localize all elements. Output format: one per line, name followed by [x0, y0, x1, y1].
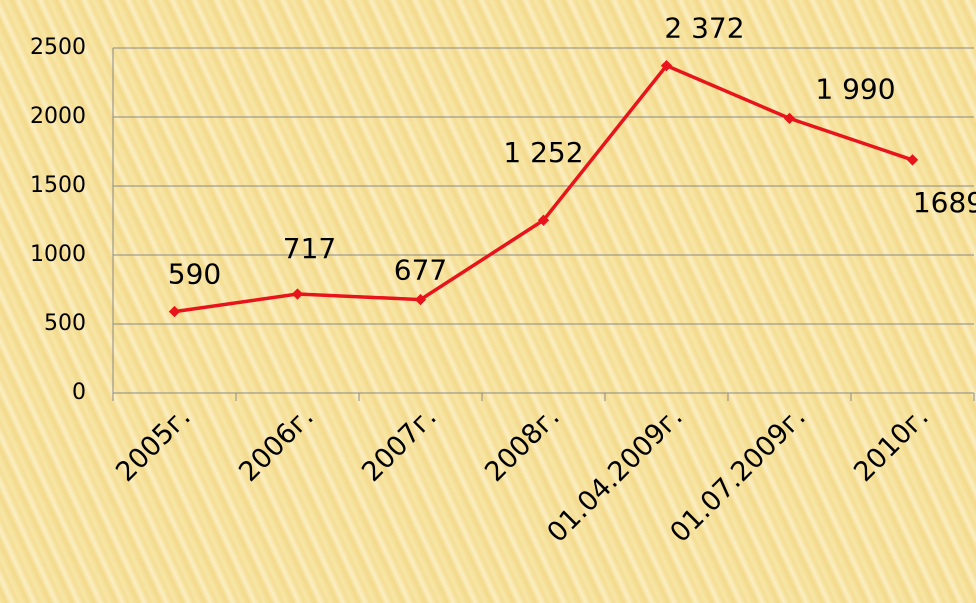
marker	[537, 214, 550, 226]
y-tick-label: 2000	[30, 104, 86, 129]
marker	[291, 288, 304, 300]
x-tick-label: 2007г.	[356, 401, 443, 488]
y-tick-label: 0	[72, 380, 86, 405]
data-label: 1 990	[815, 72, 895, 105]
x-tick-label: 2010г.	[848, 401, 935, 488]
y-tick-label: 2500	[30, 35, 86, 60]
data-label: 590	[168, 258, 221, 291]
marker	[168, 305, 181, 318]
x-tick-label: 2008г.	[479, 401, 566, 488]
x-tick-label: 2006г.	[233, 401, 320, 488]
line	[174, 63, 914, 314]
data-label: 1 252	[503, 136, 583, 169]
x-tick-label: 2005г.	[110, 401, 197, 488]
marker	[783, 112, 796, 125]
y-tick-label: 1000	[30, 242, 86, 267]
data-label: 677	[394, 254, 447, 287]
marker	[414, 293, 427, 306]
y-tick-label: 1500	[30, 173, 86, 198]
data-label: 717	[283, 232, 336, 265]
marker	[906, 154, 919, 166]
y-tick-label: 500	[44, 311, 86, 336]
data-label: 2 372	[664, 12, 744, 45]
data-label: 1689	[913, 186, 976, 219]
